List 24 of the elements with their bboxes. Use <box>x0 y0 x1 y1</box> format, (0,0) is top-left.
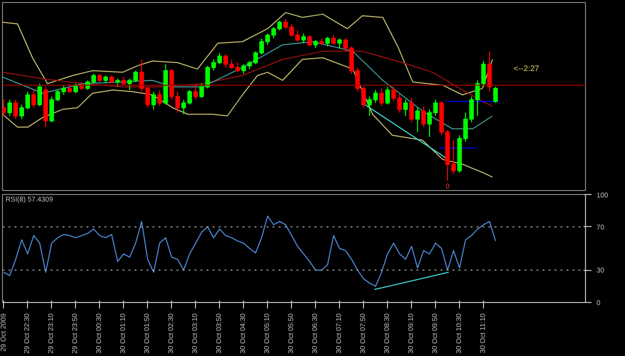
candlestick <box>493 86 498 104</box>
candlestick <box>307 34 312 47</box>
candlestick <box>151 91 156 110</box>
candlestick <box>325 36 330 47</box>
candlestick <box>13 99 18 120</box>
line-series <box>3 216 496 287</box>
candlestick <box>379 88 384 107</box>
candlestick <box>301 33 306 44</box>
annotation: <--2:27 <box>514 64 540 73</box>
candlestick <box>37 83 42 107</box>
candlestick <box>403 99 408 116</box>
candlestick <box>157 90 162 107</box>
candlestick <box>2 99 6 116</box>
candlestick <box>421 106 426 128</box>
candlestick <box>385 86 390 106</box>
candlestick <box>7 99 12 116</box>
candlestick <box>31 90 36 108</box>
candlestick <box>331 34 336 46</box>
candlestick <box>409 98 414 123</box>
candlestick <box>67 83 72 94</box>
candlestick <box>337 38 342 49</box>
candlestick <box>193 84 198 100</box>
candlestick <box>487 50 492 92</box>
candlestick <box>415 107 420 133</box>
